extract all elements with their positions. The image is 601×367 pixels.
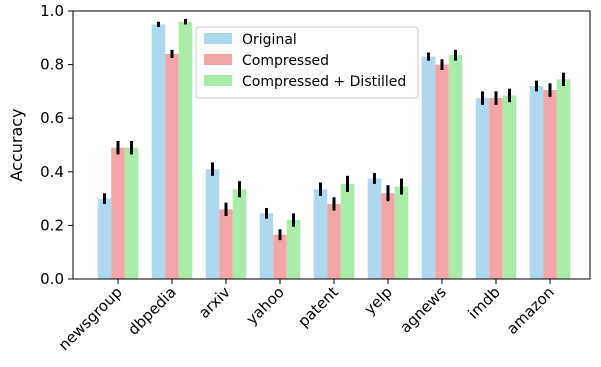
x-tick-label-yahoo: yahoo	[243, 283, 288, 328]
x-tick-label-imdb: imdb	[464, 283, 503, 322]
y-tick-label: 0.0	[40, 270, 64, 288]
bar-arxiv-series-3	[232, 189, 247, 279]
bar-newsgroup-series-1	[97, 198, 112, 279]
bar-newsgroup-series-2	[111, 147, 125, 279]
bar-yelp-series-2	[381, 193, 395, 279]
bar-yahoo-series-2	[273, 234, 287, 279]
bar-agnews-series-3	[448, 55, 463, 279]
x-tick-label-arxiv: arxiv	[195, 283, 234, 322]
legend-swatch-2	[204, 54, 232, 65]
bar-dbpedia-series-1	[151, 24, 166, 280]
x-tick-label-amazon: amazon	[503, 283, 558, 338]
bar-patent-series-2	[327, 203, 341, 279]
bar-arxiv-series-2	[219, 209, 233, 279]
x-tick-label-patent: patent	[294, 283, 342, 331]
legend-label-1: Original	[242, 32, 297, 48]
legend-label-3: Compressed + Distilled	[242, 74, 406, 90]
bar-yahoo-series-3	[286, 220, 301, 279]
y-tick-label: 0.2	[40, 216, 64, 234]
bar-arxiv-series-1	[205, 169, 220, 279]
x-tick-label-yelp: yelp	[361, 283, 396, 318]
bar-amazon-series-3	[556, 79, 571, 279]
bar-agnews-series-2	[435, 64, 449, 279]
legend-box	[195, 26, 419, 99]
bar-imdb-series-3	[502, 95, 517, 279]
legend: Original Compressed Compressed + Distilled	[195, 26, 419, 99]
y-tick-label: 1.0	[40, 2, 64, 20]
y-tick-label: 0.6	[40, 109, 64, 127]
legend-swatch-3	[204, 75, 232, 86]
y-axis-ticks: 0.0 0.2 0.4 0.6 0.8 1.0	[40, 2, 73, 288]
bar-amazon-series-1	[529, 86, 544, 279]
bar-agnews-series-1	[421, 56, 436, 280]
bar-patent-series-1	[313, 189, 328, 279]
axes-frame	[72, 10, 591, 280]
y-tick-label: 0.8	[40, 56, 64, 74]
legend-swatch-1	[204, 33, 232, 44]
bar-yelp-series-3	[394, 186, 409, 279]
bar-newsgroup-series-3	[124, 147, 139, 279]
bar-yahoo-series-1	[259, 213, 274, 279]
bar-amazon-series-2	[543, 90, 557, 279]
bar-imdb-series-2	[489, 98, 503, 279]
bar-yelp-series-1	[367, 178, 382, 279]
bar-dbpedia-series-3	[178, 21, 193, 279]
bar-dbpedia-series-2	[165, 53, 179, 279]
y-tick-label: 0.4	[40, 163, 64, 181]
error-bar-layer	[103, 19, 565, 241]
x-tick-label-agnews: agnews	[396, 283, 450, 337]
bar-patent-series-3	[340, 183, 355, 279]
bar-imdb-series-1	[475, 98, 490, 279]
y-axis-label: Accuracy	[7, 108, 26, 181]
bar-group-layer	[97, 21, 571, 280]
x-tick-label-newsgroup: newsgroup	[55, 283, 126, 354]
x-tick-label-dbpedia: dbpedia	[124, 283, 180, 339]
legend-label-2: Compressed	[242, 53, 329, 69]
